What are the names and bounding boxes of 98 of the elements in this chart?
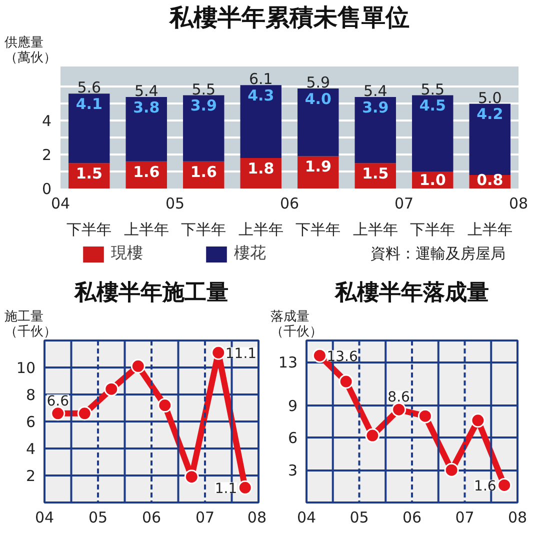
y-tick-label: 10 <box>16 359 36 377</box>
bar <box>469 104 510 175</box>
total-label: 5.0 <box>478 88 502 107</box>
y-tick-label: 9 <box>288 396 298 415</box>
bar <box>126 97 167 162</box>
total-label: 5.6 <box>77 78 102 97</box>
x-tick-label: 07 <box>455 508 474 526</box>
x-tick-label: 上半年 <box>467 220 512 238</box>
point <box>338 374 354 389</box>
point <box>418 408 432 424</box>
data-label: 1.9 <box>304 158 332 176</box>
y-axis-title: 落成量（千伙） <box>270 310 322 340</box>
y-tick-label: 4 <box>26 440 36 458</box>
x2-tick-label: 04 <box>50 194 70 212</box>
point <box>238 480 252 495</box>
legend-label: 現樓 <box>111 243 143 264</box>
y-tick-label: 13 <box>278 354 298 372</box>
data-label: 1.6 <box>474 478 496 495</box>
chart-title: 私樓半年施工量 <box>74 280 228 306</box>
x-tick-label: 下半年 <box>181 220 226 238</box>
bar <box>183 95 224 162</box>
data-label: 1.6 <box>190 162 217 181</box>
point <box>50 406 66 421</box>
point <box>77 406 92 421</box>
data-label: 3.9 <box>190 96 217 115</box>
x-tick-label: 05 <box>350 508 369 526</box>
data-label: 11.1 <box>225 346 257 362</box>
x-tick-label: 08 <box>508 508 528 526</box>
x-tick-label: 06 <box>142 508 162 526</box>
data-label: 8.6 <box>388 390 410 406</box>
data-label: 0.8 <box>476 170 504 189</box>
y-tick-label: 6 <box>288 429 298 448</box>
x-tick-label: 05 <box>88 508 108 526</box>
total-label: 5.4 <box>134 82 158 100</box>
chart-title: 私樓半年累積未售單位 <box>168 4 410 32</box>
x-tick-label: 下半年 <box>296 220 341 238</box>
x-tick-label: 04 <box>296 508 316 526</box>
total-label: 5.9 <box>306 74 330 92</box>
data-label: 1.5 <box>76 164 102 183</box>
data-label: 1.0 <box>419 170 446 189</box>
y-tick-label: 2 <box>26 467 36 485</box>
x-tick-label: 下半年 <box>66 220 112 238</box>
point <box>184 470 199 484</box>
x2-tick-label: 06 <box>280 194 300 212</box>
x-tick-label: 06 <box>402 508 422 526</box>
data-label: 1.8 <box>248 159 274 178</box>
y-tick-label: 3 <box>288 462 298 480</box>
bar <box>354 97 396 164</box>
data-label: 4.0 <box>304 90 332 108</box>
total-label: 5.5 <box>420 80 445 98</box>
chart-title: 私樓半年落成量 <box>334 280 489 306</box>
total-label: 5.5 <box>192 80 216 98</box>
bar <box>240 85 282 158</box>
point <box>365 428 380 443</box>
x-tick-label: 上半年 <box>352 220 398 238</box>
text: 資料：運輸及房屋局 <box>370 244 506 262</box>
data-label: 4.3 <box>248 86 274 105</box>
bar <box>298 88 339 156</box>
bar <box>412 95 454 172</box>
x2-tick-label: 05 <box>165 194 185 212</box>
data-label: 6.6 <box>46 393 70 410</box>
x-tick-label: 07 <box>195 508 215 526</box>
x-tick-label: 下半年 <box>410 220 456 238</box>
data-label: 4.2 <box>476 105 504 124</box>
point <box>392 402 406 417</box>
x-tick-label: 上半年 <box>238 220 284 238</box>
x-tick-label: 04 <box>34 508 54 526</box>
y-tick-label: 2 <box>42 146 52 164</box>
point <box>104 382 119 396</box>
y-tick-label: 8 <box>26 386 36 404</box>
data-label: 4.1 <box>76 95 102 114</box>
x-tick-label: 08 <box>247 508 267 526</box>
data-label: 3.8 <box>133 98 160 116</box>
data-label: 1.5 <box>362 164 389 183</box>
data-label: 4.5 <box>419 96 446 115</box>
point <box>470 413 486 428</box>
data-label: 1.1 <box>214 481 238 498</box>
x2-tick-label: 08 <box>508 194 528 212</box>
point <box>130 358 146 374</box>
total-label: 6.1 <box>248 70 273 88</box>
point <box>312 348 327 363</box>
legend-label: 樓花 <box>234 243 266 264</box>
total-label: 5.4 <box>363 82 388 100</box>
y-tick-label: 0 <box>42 180 52 198</box>
data-label: 3.9 <box>362 98 389 116</box>
y-tick-label: 6 <box>26 413 36 431</box>
data-label: 1.6 <box>133 162 160 181</box>
data-label: 13.6 <box>326 349 358 366</box>
point <box>211 345 226 360</box>
bar <box>68 94 110 164</box>
y-axis-title: 供應量（萬伙） <box>4 36 56 66</box>
x-tick-label: 上半年 <box>124 220 169 238</box>
point <box>497 478 512 492</box>
x2-tick-label: 07 <box>394 194 414 212</box>
point <box>158 398 172 413</box>
point <box>444 462 459 478</box>
y-axis-title: 施工量（千伙） <box>4 310 56 340</box>
y-tick-label: 4 <box>42 112 52 130</box>
